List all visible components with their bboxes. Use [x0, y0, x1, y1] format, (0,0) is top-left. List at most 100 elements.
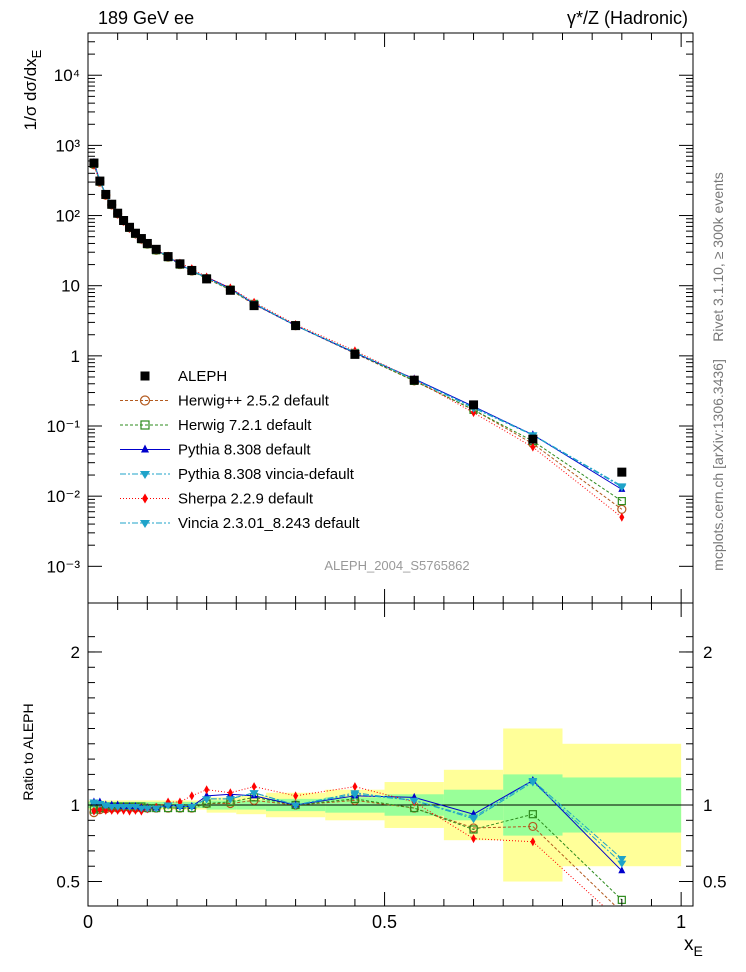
axes-group: 10⁻³ 10⁻² 10⁻¹ 1 10 10² 10³ 10⁴ 0.5 0.5 1 1 2 2 0 0.5 1: [46, 33, 727, 932]
main-y-tick-label-6: 10³: [55, 136, 80, 155]
ratio-series-5-point-16: [249, 790, 259, 798]
ratio-series-5-point-3: [107, 804, 117, 812]
main-series-4-point-21: [530, 442, 536, 452]
aleph-point-3: [107, 199, 117, 209]
ratio-y-tick-label-1: 1: [71, 796, 80, 815]
legend-marker-4: [142, 493, 148, 504]
ratio-y-tick-label-2: 2: [71, 643, 80, 662]
legend-label-4: Sherpa 2.2.9 default: [178, 491, 314, 508]
aleph-point-17: [291, 321, 301, 331]
aleph-point-7: [130, 228, 140, 238]
aleph-point-4: [113, 208, 123, 218]
ratio-series-5-point-4: [113, 804, 123, 812]
aleph-point-13: [187, 265, 197, 275]
aleph-point-11: [163, 252, 173, 262]
ratio-y-tick-label-right-2: 2: [703, 643, 712, 662]
ratio-series-4-point-1: [97, 805, 103, 815]
main-series-line-5: [93, 162, 623, 488]
ratio-series-4-point-16: [251, 782, 257, 792]
ratio-series-5-point-10: [151, 805, 161, 813]
legend-marker-1: [140, 420, 150, 430]
ratio-series-5-point-5: [119, 804, 129, 812]
aleph-point-8: [136, 234, 146, 244]
ratio-series-5-point-19: [409, 797, 419, 805]
ratio-series-5-point-9: [142, 805, 152, 813]
legend-label-2: Pythia 8.308 default: [178, 442, 311, 459]
ratio-series-5-point-14: [202, 796, 212, 804]
ratio-series-0-point-22: [618, 908, 626, 916]
ratio-series-4-point-17: [293, 791, 299, 801]
legend-label-aleph: ALEPH: [178, 368, 227, 385]
ratio-series-4-point-14: [204, 785, 210, 795]
ratio-series-1-point-20: [469, 825, 478, 834]
mcplots-label: mcplots.cern.ch [arXiv:1306.3436]: [710, 359, 726, 571]
aleph-point-1: [95, 176, 105, 186]
ratio-series-5-point-12: [175, 804, 185, 812]
legend: ALEPH Herwig++ 2.5.2 default Herwig 7.2.1 …: [120, 368, 360, 532]
ratio-series-4-point-21: [530, 837, 536, 847]
main-y-tick-label-1: 10⁻²: [46, 487, 80, 506]
ratio-series-0-point-21: [528, 821, 538, 832]
aleph-point-15: [225, 285, 235, 295]
ratio-y-axis-label: Ratio to ALEPH: [20, 703, 36, 800]
x-tick-label-2: 1: [676, 912, 686, 932]
legend-marker-0: [139, 395, 151, 406]
aleph-point-14: [202, 274, 212, 284]
main-y-tick-label-4: 10: [61, 277, 80, 296]
ratio-series-5-point-11: [163, 802, 173, 810]
ratio-series-5-point-22: [617, 860, 627, 868]
ratio-series-2-point-22: [618, 866, 626, 874]
aleph-point-12: [175, 259, 185, 269]
legend-marker-3: [140, 471, 150, 479]
ratio-series-5-point-15: [225, 796, 235, 804]
ratio-series-5-point-21: [528, 779, 538, 787]
aleph-point-2: [101, 189, 111, 199]
ratio-series-5-point-17: [291, 802, 301, 810]
main-y-axis-label: 1/σ dσ/dxE: [21, 49, 44, 130]
main-series-4-point-22: [619, 512, 625, 522]
header-left-title: 189 GeV ee: [98, 8, 194, 28]
ratio-series-5-point-6: [125, 804, 135, 812]
ratio-series-5-point-20: [469, 816, 479, 824]
legend-marker-aleph: [140, 371, 150, 381]
aleph-point-20: [469, 400, 479, 410]
x-tick-label-0: 0: [83, 912, 93, 932]
main-series-line-1: [93, 163, 623, 502]
main-series-5-point-22: [617, 484, 627, 492]
ratio-y-tick-label-0: 0.5: [56, 873, 80, 892]
ratio-series-4-point-15: [227, 788, 233, 798]
header-right-title: γ*/Z (Hadronic): [567, 8, 688, 28]
rivet-version-label: Rivet 3.1.10, ≥ 300k events: [710, 172, 726, 342]
aleph-point-19: [409, 375, 419, 385]
aleph-point-0: [89, 158, 99, 168]
main-series-1-point-22: [617, 497, 626, 506]
aleph-point-21: [528, 434, 538, 444]
analysis-watermark: ALEPH_2004_S5765862: [324, 558, 469, 573]
ratio-series-5-point-13: [187, 804, 197, 812]
x-tick-label-1: 0.5: [372, 912, 397, 932]
main-y-tick-label-7: 10⁴: [54, 66, 80, 85]
legend-label-0: Herwig++ 2.5.2 default: [178, 393, 330, 410]
ratio-series-1-point-21: [528, 810, 537, 819]
ratio-series-4-point-13: [189, 791, 195, 801]
aleph-point-16: [249, 301, 259, 311]
ratio-series-5-point-18: [350, 790, 360, 798]
main-y-tick-label-5: 10²: [55, 207, 80, 226]
ratio-series-4-point-0: [91, 806, 97, 816]
aleph-point-6: [125, 222, 135, 232]
main-series-line-0: [93, 164, 623, 510]
main-y-tick-label-3: 1: [71, 347, 80, 366]
ratio-series-4-point-22: [619, 918, 624, 927]
aleph-point-9: [142, 238, 152, 248]
ratio-series-3-point-22: [617, 856, 627, 864]
ratio-series-group: [89, 776, 627, 927]
main-y-tick-label-2: 10⁻¹: [46, 417, 80, 436]
ratio-series-4-point-18: [352, 782, 358, 792]
legend-label-5: Vincia 2.3.01_8.243 default: [178, 515, 360, 532]
main-series-line-4: [93, 164, 623, 518]
x-axis-label: xE: [684, 934, 703, 959]
ratio-plot-frame: [87, 602, 694, 907]
ratio-series-5-point-8: [136, 805, 146, 813]
aleph-data-points: [89, 158, 627, 477]
